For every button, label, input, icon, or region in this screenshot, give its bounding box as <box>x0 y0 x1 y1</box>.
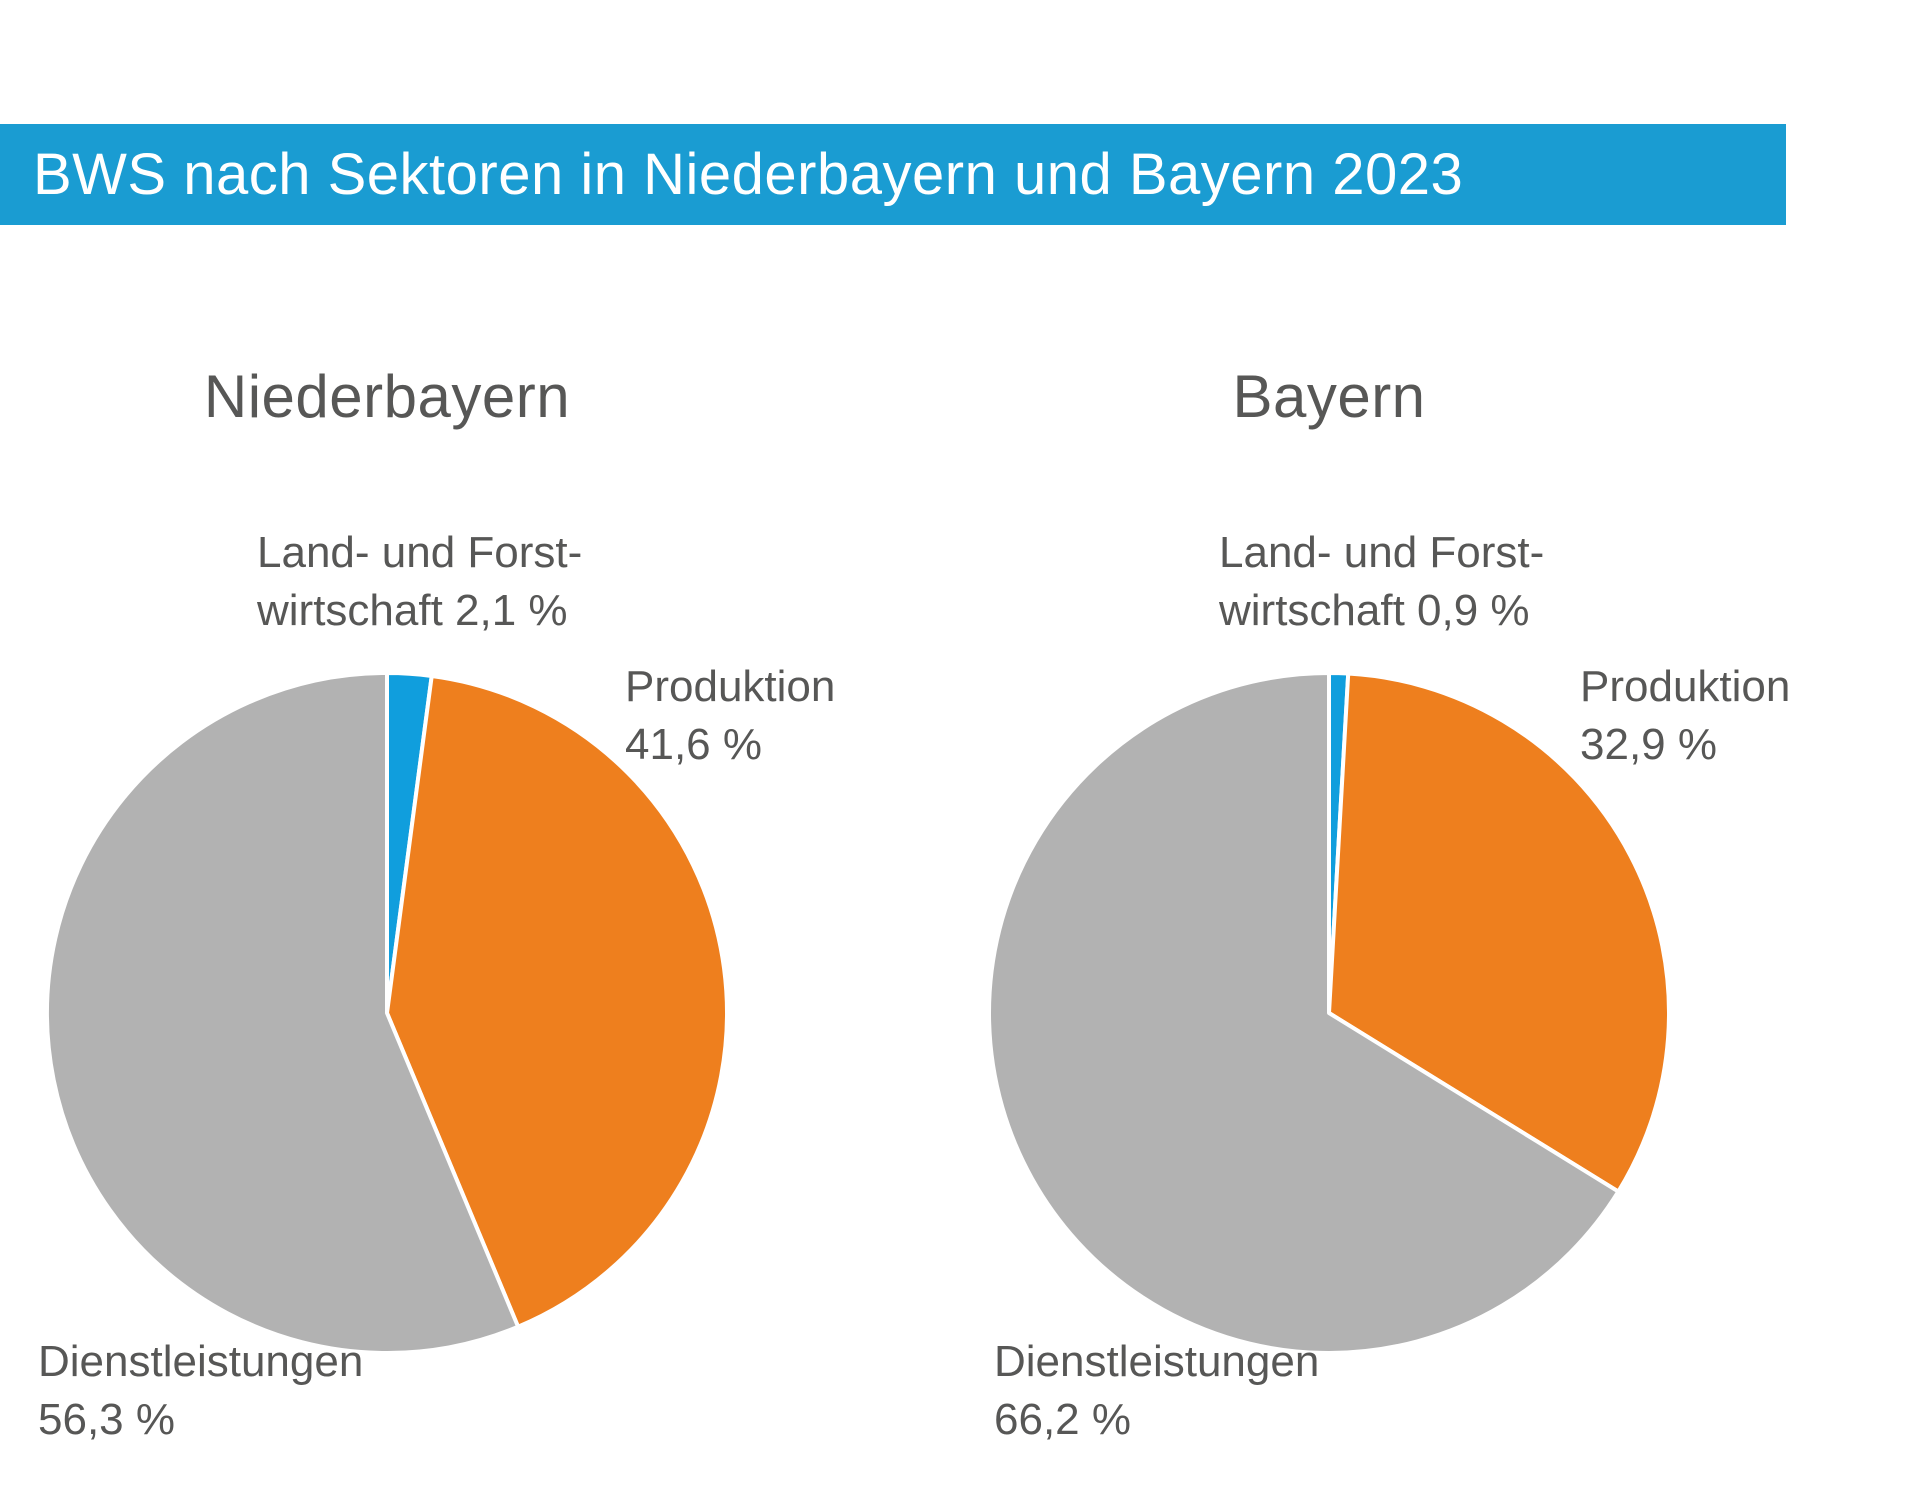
label-bayern-dienstleistungen: Dienstleistungen 66,2 % <box>994 1333 1319 1449</box>
pie-bayern <box>987 670 1671 1355</box>
label-line: Dienstleistungen <box>994 1337 1320 1386</box>
pie-slice-dienstleistungen <box>45 671 521 1355</box>
chart-title-niederbayern: Niederbayern <box>203 363 571 430</box>
label-line: wirtschaft 2,1 % <box>257 586 568 635</box>
label-line: wirtschaft 0,9 % <box>1219 586 1530 635</box>
title-bar: BWS nach Sektoren in Niederbayern und Ba… <box>0 124 1786 225</box>
label-line: 32,9 % <box>1580 720 1717 769</box>
label-niederbayern-produktion: Produktion 41,6 % <box>625 658 835 774</box>
label-line: 56,3 % <box>38 1395 175 1444</box>
label-line: Produktion <box>1580 662 1791 711</box>
page-title: BWS nach Sektoren in Niederbayern und Ba… <box>33 142 1464 207</box>
label-line: Land- und Forst- <box>1219 528 1545 577</box>
label-line: Land- und Forst- <box>257 528 583 577</box>
label-line: 41,6 % <box>625 720 762 769</box>
pie-niederbayern <box>45 671 729 1355</box>
chart-title-bayern: Bayern <box>1232 363 1426 430</box>
pie-slice-dienstleistungen <box>987 671 1621 1355</box>
label-line: Dienstleistungen <box>38 1337 364 1386</box>
label-bayern-land-forstwirtschaft: Land- und Forst- wirtschaft 0,9 % <box>1219 524 1544 640</box>
label-line: Produktion <box>625 662 836 711</box>
label-bayern-produktion: Produktion 32,9 % <box>1580 658 1790 774</box>
pie-slice-produktion <box>1327 671 1671 1194</box>
label-niederbayern-land-forstwirtschaft: Land- und Forst- wirtschaft 2,1 % <box>257 524 582 640</box>
label-line: 66,2 % <box>994 1395 1131 1444</box>
pie-slice-produktion <box>385 673 729 1329</box>
label-niederbayern-dienstleistungen: Dienstleistungen 56,3 % <box>38 1333 363 1449</box>
